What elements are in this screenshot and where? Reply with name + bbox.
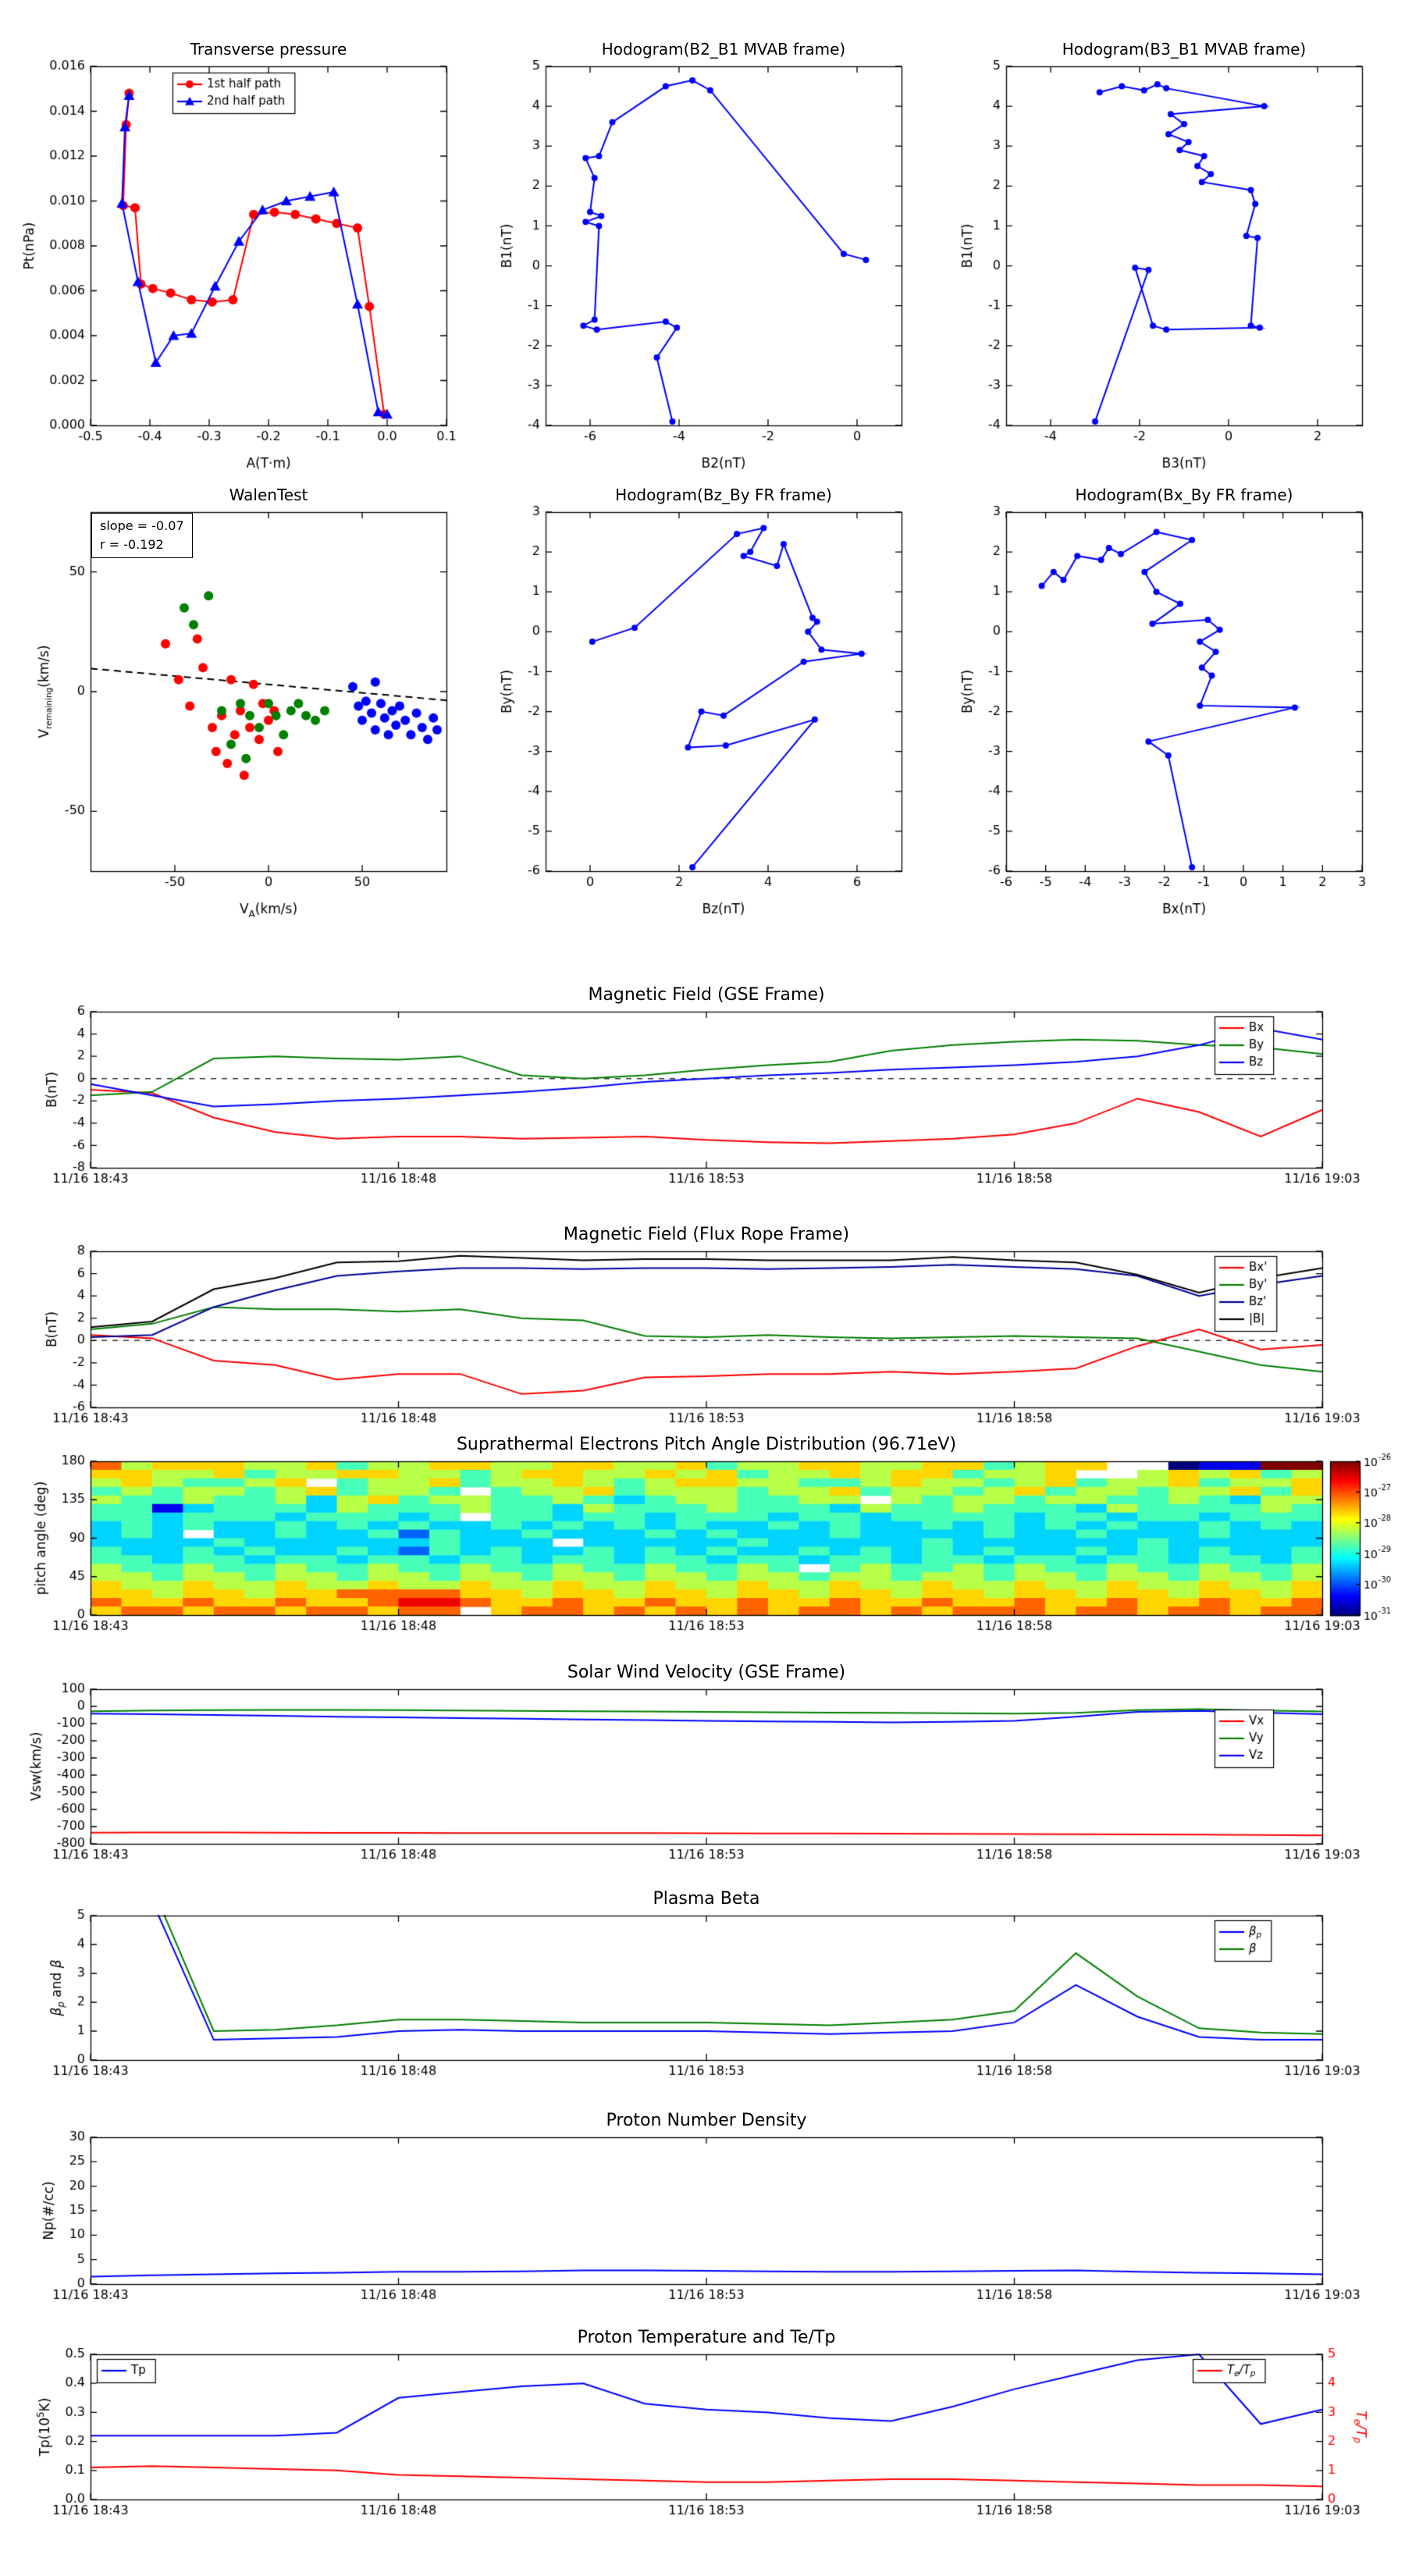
title-proton-temperature: Proton Temperature and Te/Tp bbox=[577, 2328, 836, 2347]
title-electron-pad: Suprathermal Electrons Pitch Angle Distr… bbox=[456, 1435, 957, 1454]
title-proton-density: Proton Number Density bbox=[606, 2111, 807, 2130]
title-hodogram-b2-b1: Hodogram(B2_B1 MVAB frame) bbox=[601, 40, 846, 59]
title-magnetic-field-gse: Magnetic Field (GSE Frame) bbox=[588, 985, 825, 1005]
walen-r-text: r = -0.192 bbox=[100, 537, 164, 552]
walen-annotation: slope = -0.07 r = -0.192 bbox=[91, 513, 193, 558]
title-magnetic-field-fr: Magnetic Field (Flux Rope Frame) bbox=[563, 1225, 850, 1244]
title-hodogram-bx-by: Hodogram(Bx_By FR frame) bbox=[1075, 486, 1293, 504]
title-hodogram-bz-by: Hodogram(Bz_By FR frame) bbox=[615, 486, 832, 504]
title-transverse-pressure: Transverse pressure bbox=[190, 40, 347, 59]
title-walen-test: WalenTest bbox=[229, 486, 308, 504]
title-solar-wind-velocity: Solar Wind Velocity (GSE Frame) bbox=[567, 1663, 846, 1682]
title-hodogram-b3-b1: Hodogram(B3_B1 MVAB frame) bbox=[1062, 40, 1307, 59]
title-plasma-beta: Plasma Beta bbox=[653, 1889, 760, 1909]
walen-slope-text: slope = -0.07 bbox=[100, 518, 184, 533]
